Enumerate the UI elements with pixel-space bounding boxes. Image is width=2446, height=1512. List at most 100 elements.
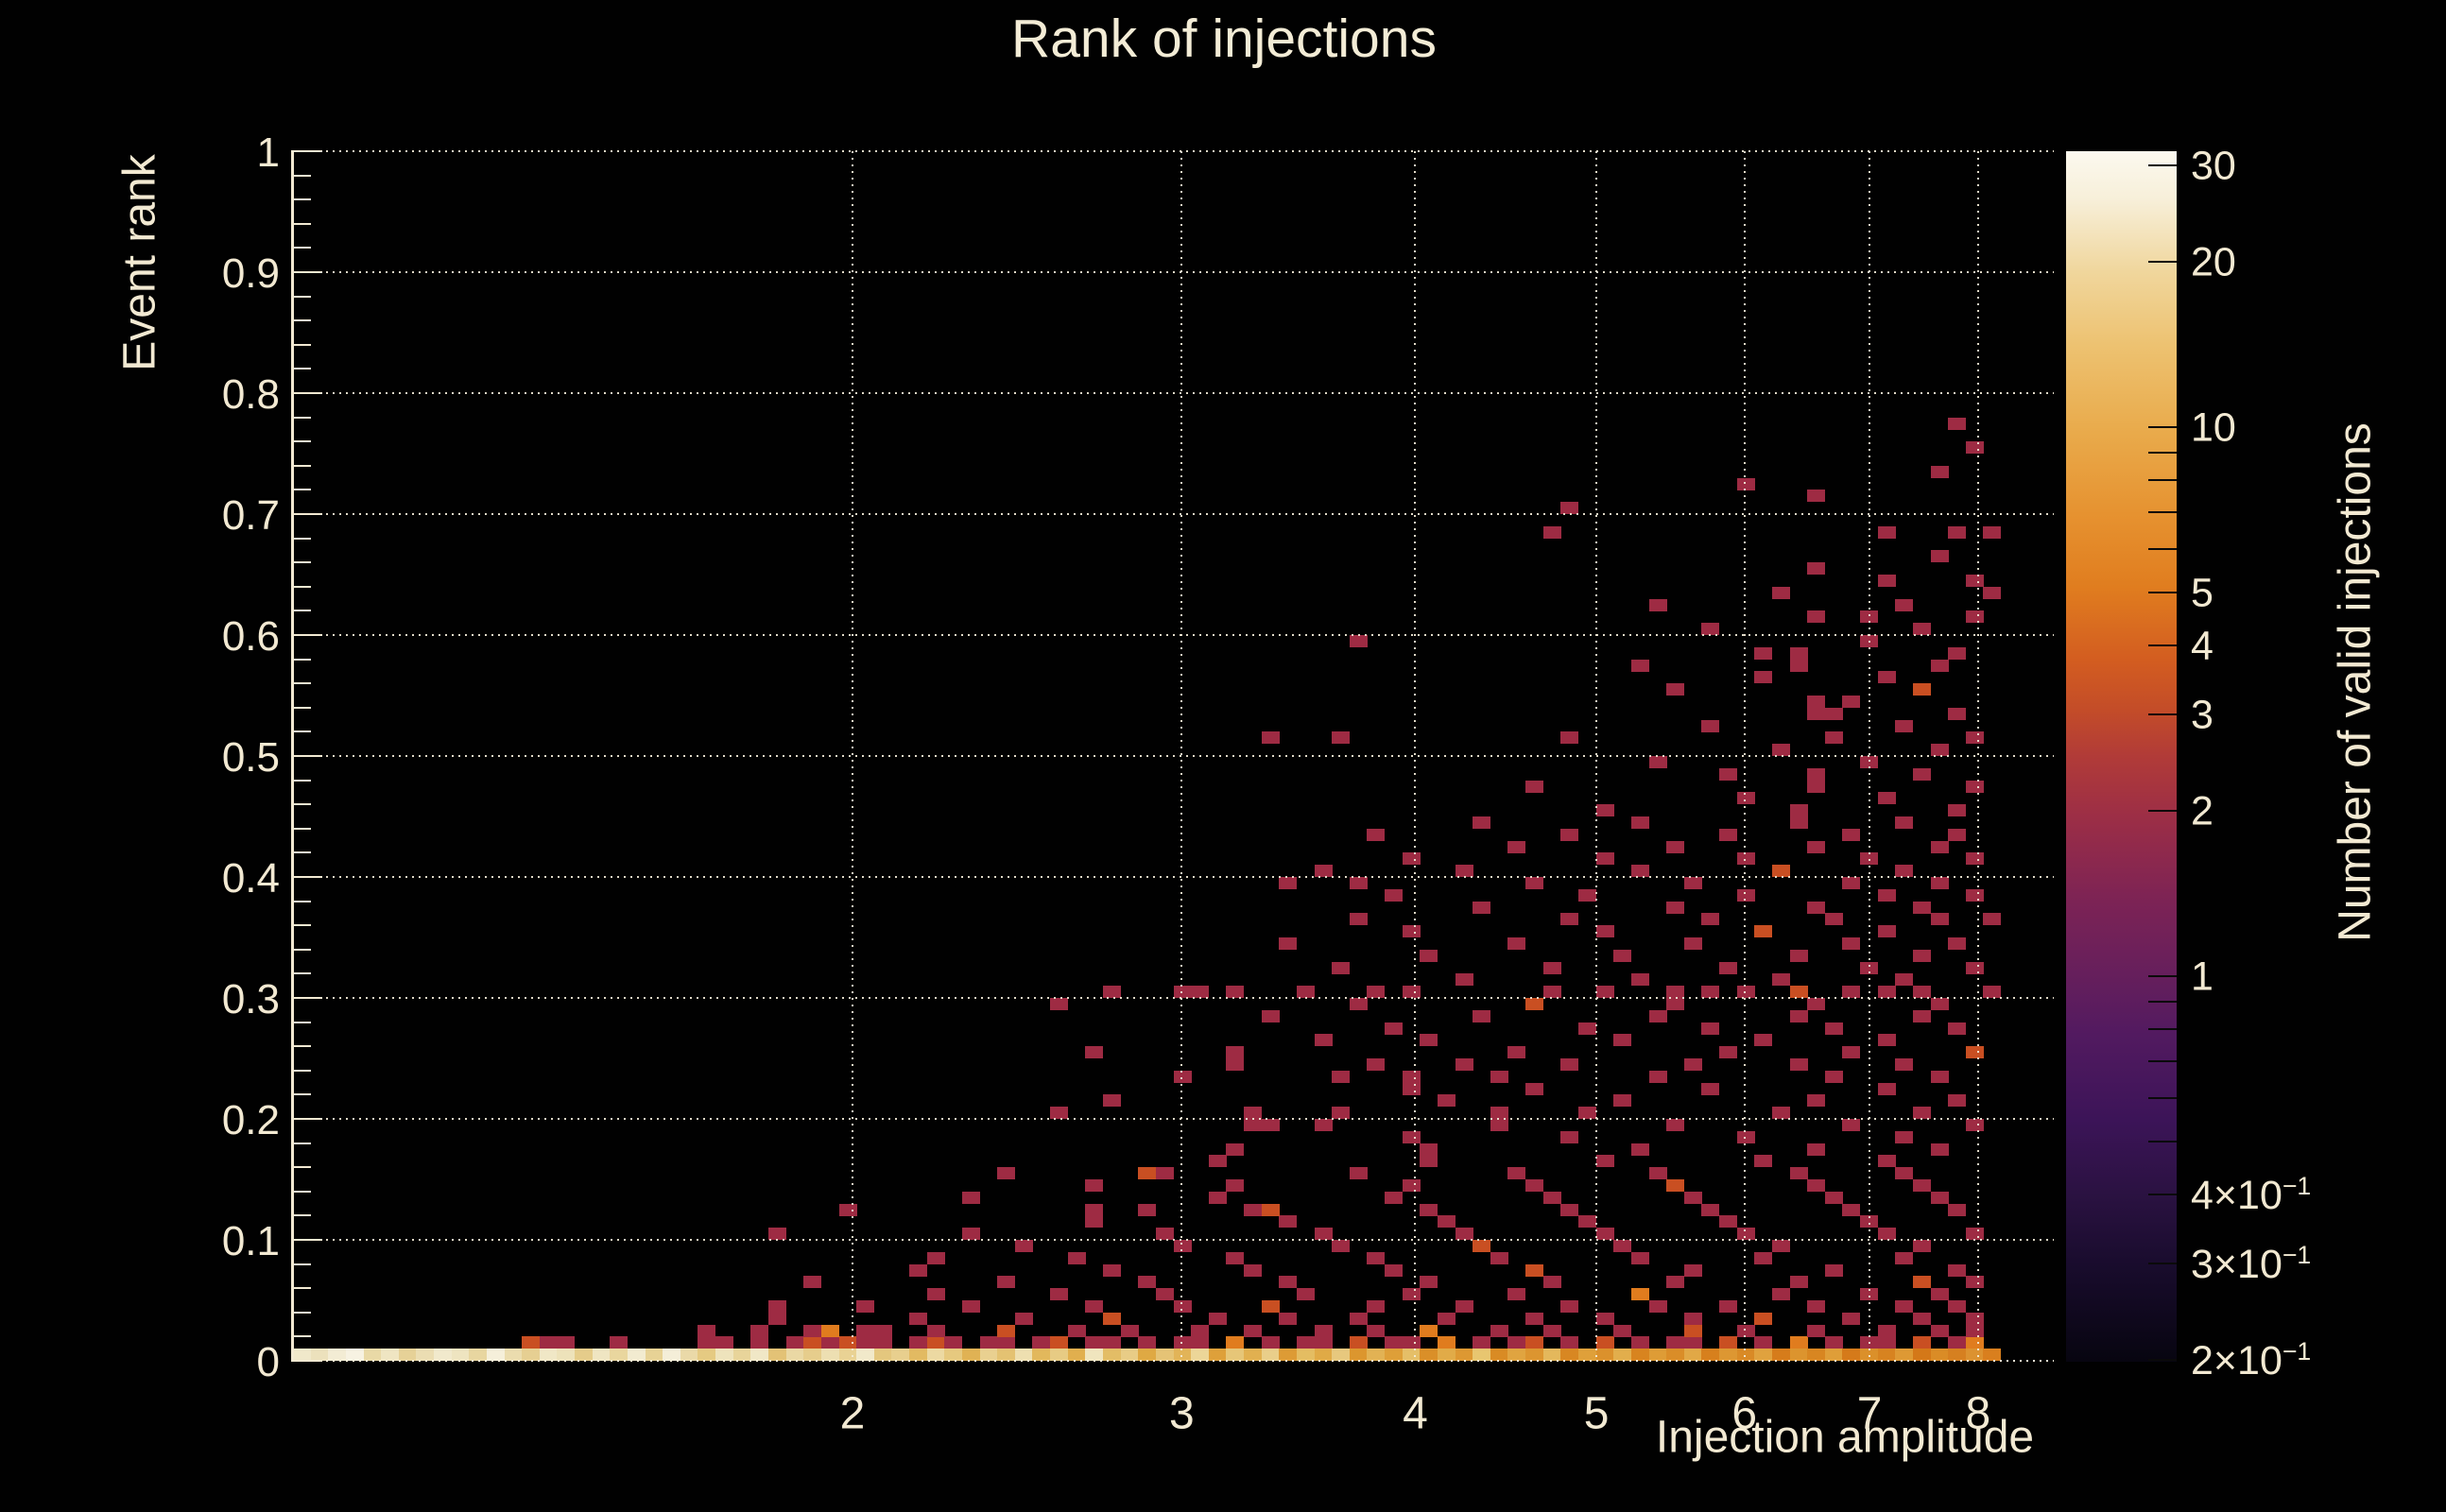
heatmap-cell [1877, 1034, 1896, 1047]
heatmap-cell [1807, 780, 1826, 793]
x-gridline [1414, 151, 1417, 1361]
heatmap-cell [1912, 986, 1931, 999]
x-tick-label: 2 [839, 1388, 866, 1439]
heatmap-cell [1789, 986, 1808, 999]
y-minor-tick [294, 1287, 311, 1290]
heatmap-cell [1842, 696, 1861, 708]
y-tick-label: 0.6 [221, 613, 280, 660]
heatmap-cell [856, 1336, 875, 1349]
heatmap-cell [1824, 1263, 1843, 1277]
heatmap-cell [1807, 562, 1826, 576]
x-gridline [1595, 151, 1598, 1361]
heatmap-cell [1719, 1300, 1738, 1313]
heatmap-cell [1261, 1336, 1280, 1349]
heatmap-cell [1577, 1215, 1596, 1228]
heatmap-cell [1666, 1336, 1685, 1349]
heatmap-cell [1613, 1240, 1632, 1252]
heatmap-cell [1420, 1276, 1438, 1289]
heatmap-cell [1279, 1349, 1298, 1362]
heatmap-cell [434, 1349, 453, 1362]
colorbar-tick [2148, 1140, 2177, 1143]
colorbar-tick-label: 4×10−1 [2191, 1172, 2312, 1219]
heatmap-cell [1296, 1336, 1315, 1349]
heatmap-cell [1948, 1336, 1967, 1349]
heatmap-cell [1314, 1034, 1333, 1047]
x-tick-label: 7 [1856, 1388, 1883, 1439]
heatmap-cell [1736, 1228, 1755, 1241]
heatmap-cell [1824, 1022, 1843, 1035]
heatmap-cell [1595, 1349, 1614, 1362]
heatmap-cell [1736, 1349, 1755, 1362]
x-tick-label: 6 [1731, 1388, 1758, 1439]
y-tick-label: 0.7 [221, 492, 280, 539]
y-major-tick [294, 755, 322, 757]
heatmap-cell [1402, 925, 1421, 938]
heatmap-cell [1842, 1046, 1861, 1059]
heatmap-cell [1138, 1203, 1157, 1216]
y-tick-label: 1 [256, 129, 280, 176]
heatmap-cell [1807, 1349, 1826, 1362]
heatmap-cell [1385, 1191, 1404, 1204]
y-major-tick [294, 513, 322, 515]
heatmap-cell [1683, 1336, 1702, 1349]
heatmap-cell [1789, 1349, 1808, 1362]
heatmap-cell [1349, 1167, 1368, 1180]
heatmap-cell [1983, 525, 2002, 539]
heatmap-cell [1473, 1349, 1491, 1362]
heatmap-cell [1648, 756, 1667, 768]
heatmap-cell [1507, 840, 1526, 853]
heatmap-cell [1542, 1276, 1561, 1289]
y-major-tick [294, 997, 322, 999]
y-minor-tick [294, 1166, 311, 1169]
heatmap-cell [539, 1349, 558, 1362]
y-tick-label: 0.5 [221, 734, 280, 781]
heatmap-cell [1138, 1336, 1157, 1349]
x-gridline [852, 151, 853, 1361]
x-gridline [1976, 151, 1979, 1361]
x-gridline [1180, 151, 1183, 1361]
heatmap-cell [1912, 1240, 1931, 1252]
heatmap-cell [1948, 1203, 1967, 1216]
heatmap-cell [1807, 1300, 1826, 1313]
heatmap-cell [1983, 913, 2002, 926]
heatmap-cell [1455, 1300, 1473, 1313]
heatmap-cell [1385, 1022, 1404, 1035]
heatmap-cell [1807, 901, 1826, 914]
heatmap-cell [1367, 986, 1386, 999]
heatmap-cell [1490, 1349, 1508, 1362]
heatmap-cell [1420, 1143, 1438, 1156]
heatmap-cell [1120, 1349, 1139, 1362]
heatmap-cell [1577, 888, 1596, 902]
heatmap-cell [1349, 1336, 1368, 1349]
heatmap-cell [1613, 1094, 1632, 1108]
heatmap-cell [1948, 828, 1967, 841]
heatmap-cell [1719, 1336, 1738, 1349]
heatmap-cell [1648, 1167, 1667, 1180]
heatmap-cell [1630, 973, 1649, 987]
heatmap-cell [1683, 1324, 1702, 1337]
heatmap-cell [610, 1336, 629, 1349]
heatmap-cell [1930, 659, 1949, 672]
y-minor-tick [294, 1263, 311, 1265]
y-minor-tick [294, 1021, 311, 1023]
heatmap-cell [1244, 1107, 1263, 1120]
y-axis-line [291, 150, 294, 1362]
heatmap-cell [1754, 1336, 1773, 1349]
heatmap-cell [698, 1349, 716, 1362]
heatmap-cell [1666, 683, 1685, 696]
heatmap-cell [1560, 1300, 1579, 1313]
heatmap-cell [838, 1203, 857, 1216]
y-minor-tick [294, 416, 311, 419]
heatmap-cell [1895, 1130, 1914, 1143]
colorbar-tick [2148, 1096, 2177, 1099]
heatmap-cell [1754, 1349, 1773, 1362]
y-gridline [293, 513, 2054, 515]
heatmap-cell [1208, 1312, 1227, 1325]
heatmap-cell [1701, 1203, 1720, 1216]
heatmap-cell [1085, 1300, 1104, 1313]
heatmap-cell [1261, 1300, 1280, 1313]
heatmap-cell [750, 1336, 769, 1349]
y-minor-tick [294, 1045, 311, 1048]
heatmap-cell [1102, 1312, 1121, 1325]
heatmap-cell [1050, 1349, 1069, 1362]
